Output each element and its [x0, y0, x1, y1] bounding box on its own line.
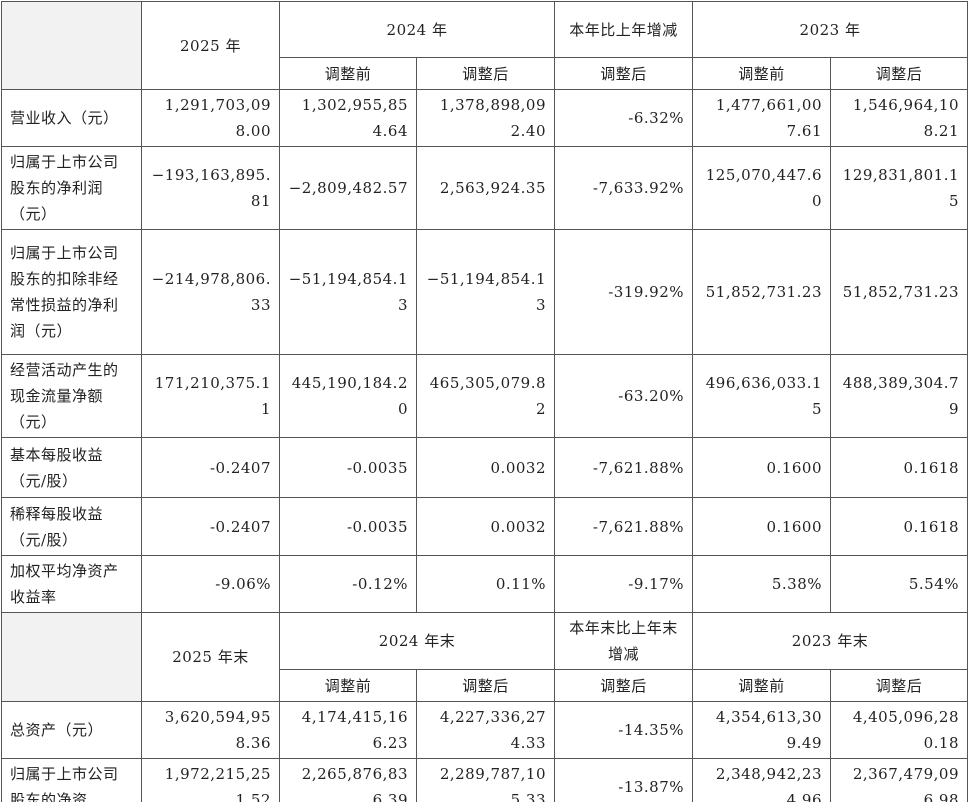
row-label: 加权平均净资产收益率: [1, 555, 142, 613]
value-cell: 0.1618: [830, 437, 968, 498]
value-cell: −51,194,854.13: [415, 229, 556, 355]
sub-header-cell: 调整后: [830, 57, 968, 90]
row-label: 稀释每股收益（元/股）: [1, 497, 142, 556]
value-cell: -319.92%: [554, 229, 694, 355]
value-cell: 2,348,942,234.96: [692, 758, 832, 802]
value-cell: 2,563,924.35: [415, 146, 556, 230]
sub-header-cell: 调整前: [692, 57, 832, 90]
sub-header-cell: 调整后: [415, 669, 556, 702]
value-cell: 2,289,787,105.33: [415, 758, 556, 802]
corner-cell: [1, 1, 142, 90]
value-cell: −193,163,895.81: [141, 146, 280, 230]
value-cell: 5.38%: [692, 555, 832, 613]
sub-header-cell: 调整后: [554, 669, 694, 702]
value-cell: 1,477,661,007.61: [692, 89, 832, 147]
value-cell: −214,978,806.33: [141, 229, 280, 355]
value-cell: 0.0032: [415, 437, 556, 498]
row-label: 基本每股收益（元/股）: [1, 437, 142, 498]
value-cell: 1,546,964,108.21: [830, 89, 968, 147]
value-cell: -0.0035: [279, 497, 417, 556]
sub-header-row: 调整前 调整后 调整后 调整前 调整后: [2, 57, 968, 90]
header-row: 2025 年末 2024 年末 本年末比上年末增减 2023 年末: [1, 612, 968, 702]
value-cell: 488,389,304.79: [830, 354, 968, 438]
value-cell: −51,194,854.13: [279, 229, 417, 355]
header-cell: 2025 年末: [141, 612, 280, 702]
data-row: 归属于上市公司股东的扣除非经常性损益的净利润（元） −214,978,806.33…: [1, 229, 968, 355]
value-cell: 2,265,876,836.39: [279, 758, 417, 802]
sub-header-cell: 调整前: [279, 669, 417, 702]
data-row: 基本每股收益（元/股） -0.2407 -0.0035 0.0032 -7,621.88…: [1, 437, 968, 498]
sub-header-row: 调整前 调整后 调整后 调整前 调整后: [2, 669, 968, 702]
value-cell: -6.32%: [554, 89, 694, 147]
row-label: 归属于上市公司股东的净资: [1, 758, 142, 802]
value-cell: -7,633.92%: [554, 146, 694, 230]
value-cell: -9.06%: [141, 555, 280, 613]
value-cell: 1,378,898,092.40: [415, 89, 556, 147]
value-cell: 4,174,415,166.23: [279, 701, 417, 759]
row-label: 营业收入（元）: [1, 89, 142, 147]
data-row: 归属于上市公司股东的净资 1,972,215,251.52 2,265,876,83…: [1, 758, 968, 802]
value-cell: 125,070,447.60: [692, 146, 832, 230]
value-cell: 3,620,594,958.36: [141, 701, 280, 759]
value-cell: 0.1618: [830, 497, 968, 556]
value-cell: -7,621.88%: [554, 497, 694, 556]
data-row: 加权平均净资产收益率 -9.06% -0.12% 0.11% -9.17% 5.38% 5.…: [1, 555, 968, 613]
value-cell: 445,190,184.20: [279, 354, 417, 438]
data-row: 稀释每股收益（元/股） -0.2407 -0.0035 0.0032 -7,621.88…: [1, 497, 968, 556]
header-cell: 2024 年末: [278, 612, 556, 670]
header-cell: 2024 年: [278, 1, 556, 58]
value-cell: -14.35%: [554, 701, 694, 759]
value-cell: 4,354,613,309.49: [692, 701, 832, 759]
header-cell: 本年比上年增减: [554, 1, 694, 58]
data-row: 营业收入（元） 1,291,703,098.00 1,302,955,854.64 1…: [1, 89, 968, 147]
value-cell: -0.0035: [279, 437, 417, 498]
row-label: 总资产（元）: [1, 701, 142, 759]
value-cell: 171,210,375.11: [141, 354, 280, 438]
value-cell: -0.2407: [141, 437, 280, 498]
value-cell: 51,852,731.23: [692, 229, 832, 355]
corner-cell: [1, 612, 142, 702]
header-cell: 2023 年: [692, 1, 968, 58]
data-row: 归属于上市公司股东的净利润（元） −193,163,895.81 −2,809,48…: [1, 146, 968, 230]
value-cell: 0.0032: [415, 497, 556, 556]
header-row: 2025 年 2024 年本年比上年增减 2023 年: [1, 1, 968, 90]
sub-header-cell: 调整前: [692, 669, 832, 702]
sub-header-cell: 调整前: [279, 57, 417, 90]
header-cell: 本年末比上年末增减: [554, 612, 694, 670]
row-label: 经营活动产生的现金流量净额（元）: [1, 354, 142, 438]
value-cell: 1,972,215,251.52: [141, 758, 280, 802]
row-label: 归属于上市公司股东的净利润（元）: [1, 146, 142, 230]
data-row: 总资产（元） 3,620,594,958.36 4,174,415,166.23 4,…: [1, 701, 968, 759]
value-cell: 465,305,079.82: [415, 354, 556, 438]
value-cell: -63.20%: [554, 354, 694, 438]
value-cell: 0.11%: [415, 555, 556, 613]
row-label: 归属于上市公司股东的扣除非经常性损益的净利润（元）: [1, 229, 142, 355]
value-cell: 0.1600: [692, 437, 832, 498]
value-cell: 51,852,731.23: [830, 229, 968, 355]
value-cell: 4,227,336,274.33: [415, 701, 556, 759]
sub-header-cell: 调整后: [830, 669, 968, 702]
value-cell: 129,831,801.15: [830, 146, 968, 230]
value-cell: -0.2407: [141, 497, 280, 556]
value-cell: -7,621.88%: [554, 437, 694, 498]
data-row: 经营活动产生的现金流量净额（元） 171,210,375.11 445,190,18…: [1, 354, 968, 438]
value-cell: 1,302,955,854.64: [279, 89, 417, 147]
value-cell: -0.12%: [279, 555, 417, 613]
value-cell: -9.17%: [554, 555, 694, 613]
sub-header-cell: 调整后: [415, 57, 556, 90]
value-cell: 1,291,703,098.00: [141, 89, 280, 147]
value-cell: 2,367,479,096.98: [830, 758, 968, 802]
value-cell: -13.87%: [554, 758, 694, 802]
value-cell: 0.1600: [692, 497, 832, 556]
value-cell: −2,809,482.57: [279, 146, 417, 230]
header-cell: 2025 年: [141, 1, 280, 90]
header-cell: 2023 年末: [692, 612, 968, 670]
value-cell: 5.54%: [830, 555, 968, 613]
value-cell: 496,636,033.15: [692, 354, 832, 438]
sub-header-cell: 调整后: [554, 57, 694, 90]
value-cell: 4,405,096,280.18: [830, 701, 968, 759]
